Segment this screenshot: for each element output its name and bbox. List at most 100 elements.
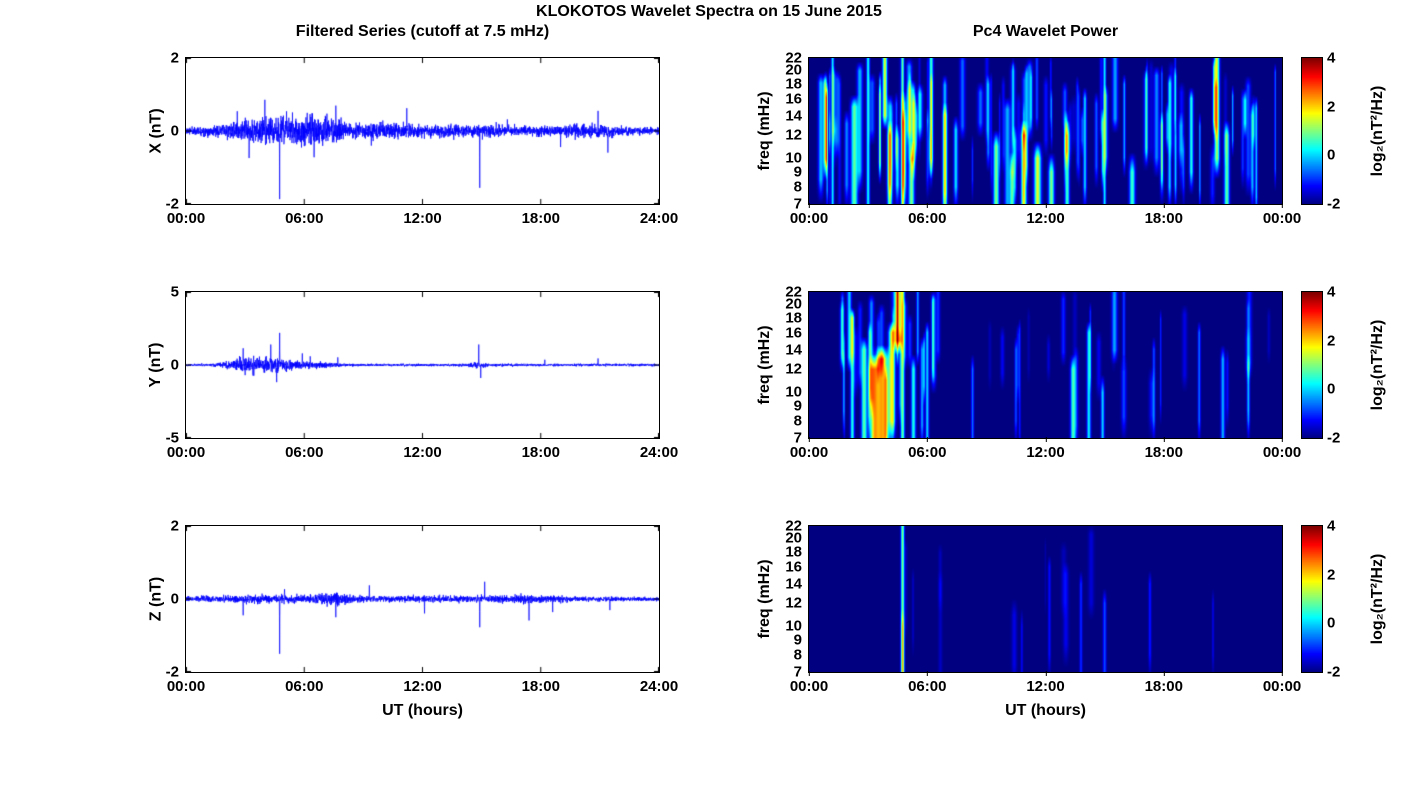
time-tick-label: 12:00 bbox=[1026, 671, 1065, 695]
y-tick-label: 0 bbox=[170, 122, 179, 140]
freq-tick-label: 12 bbox=[785, 594, 802, 612]
time-tick-label: 24:00 bbox=[639, 444, 679, 461]
time-tick-label: 06:00 bbox=[908, 671, 947, 695]
spectrogram-panel-y: freq (mHz) 22 20 18 16 14 12 10 9 8 7 00:00 06:00 1… bbox=[756, 284, 1301, 462]
freq-tick-label: 10 bbox=[785, 149, 802, 167]
colorbar-tick-label: 4 bbox=[1327, 49, 1336, 67]
time-tick-label: 06:00 bbox=[908, 437, 947, 461]
series-z-canvas bbox=[186, 526, 659, 672]
spectrogram-x-canvas bbox=[809, 58, 1282, 204]
colorbar-tick-label: -2 bbox=[1327, 195, 1341, 213]
freq-tick-label: 8 bbox=[793, 646, 802, 664]
colorbar-gradient bbox=[1302, 292, 1322, 438]
y-tick-label: -5 bbox=[165, 429, 179, 447]
y-tick-label: -2 bbox=[165, 663, 179, 681]
time-tick-label: 18:00 bbox=[521, 444, 560, 461]
freq-tick-label: 10 bbox=[785, 383, 802, 401]
x-axis-label-right: UT (hours) bbox=[1005, 702, 1086, 719]
freq-tick-labels: 22 20 18 16 14 12 10 9 8 7 bbox=[756, 50, 802, 213]
freq-tick-label: 7 bbox=[793, 429, 802, 447]
freq-tick-label: 14 bbox=[785, 575, 802, 593]
time-tick-label: 18:00 bbox=[521, 678, 560, 695]
x-tick-labels: 00:00 06:00 12:00 18:00 00:00 bbox=[790, 203, 1301, 230]
figure-title: KLOKOTOS Wavelet Spectra on 15 June 2015 bbox=[536, 3, 882, 20]
colorbar-tick-label: 2 bbox=[1327, 566, 1336, 584]
freq-tick-label: 20 bbox=[785, 295, 802, 313]
series-panel-y: Y (nT) 5 0 -5 00:00 06:00 12:00 18:00 24:00 bbox=[147, 284, 678, 462]
freq-tick-label: 18 bbox=[785, 543, 802, 561]
time-tick-label: 00:00 bbox=[789, 437, 829, 461]
y-tick-labels: 2 0 -2 bbox=[133, 50, 179, 213]
series-panel-x: X (nT) 2 0 -2 00:00 06:00 12:00 18:00 24:00 bbox=[147, 50, 678, 228]
colorbar-tick-labels: 4 2 0 -2 bbox=[1327, 284, 1359, 447]
spectrogram-panel-x: freq (mHz) 22 20 18 16 14 12 10 9 8 7 00:00 06:00 1… bbox=[756, 50, 1301, 228]
freq-tick-label: 16 bbox=[785, 558, 802, 576]
freq-tick-label: 14 bbox=[785, 107, 802, 125]
x-tick-labels: 00:00 06:00 12:00 18:00 24:00 bbox=[167, 204, 678, 230]
y-tick-label: -2 bbox=[165, 195, 179, 213]
freq-tick-label: 18 bbox=[785, 309, 802, 327]
freq-tick-label: 8 bbox=[793, 178, 802, 196]
time-tick-label: 12:00 bbox=[1026, 203, 1065, 227]
colorbar-tick-label: 2 bbox=[1327, 332, 1336, 350]
time-tick-label: 06:00 bbox=[285, 210, 324, 227]
y-tick-label: 5 bbox=[170, 283, 179, 301]
time-tick-label: 18:00 bbox=[521, 210, 560, 227]
freq-tick-labels: 22 20 18 16 14 12 10 9 8 7 bbox=[756, 518, 802, 681]
colorbar-label: log₂(nT²/Hz) bbox=[1369, 319, 1386, 411]
colorbar-gradient bbox=[1302, 526, 1322, 672]
x-axis-label-left: UT (hours) bbox=[382, 702, 463, 719]
time-tick-label: 00:00 bbox=[166, 678, 206, 695]
time-tick-label: 06:00 bbox=[285, 678, 324, 695]
series-panel-z: Z (nT) 2 0 -2 00:00 06:00 12:00 18:00 24:00 bbox=[147, 518, 678, 696]
time-tick-label: 12:00 bbox=[403, 678, 442, 695]
y-tick-labels: 5 0 -5 bbox=[133, 284, 179, 447]
series-x-canvas bbox=[186, 58, 659, 204]
freq-tick-label: 20 bbox=[785, 529, 802, 547]
time-tick-label: 00:00 bbox=[166, 210, 206, 227]
freq-tick-label: 16 bbox=[785, 90, 802, 108]
x-tick-labels: 00:00 06:00 12:00 18:00 24:00 bbox=[167, 672, 678, 698]
series-y-canvas bbox=[186, 292, 659, 438]
time-tick-label: 06:00 bbox=[285, 444, 324, 461]
colorbar-tick-label: -2 bbox=[1327, 663, 1341, 681]
colorbar-tick-label: -2 bbox=[1327, 429, 1341, 447]
time-tick-label: 24:00 bbox=[639, 210, 679, 227]
y-tick-label: 2 bbox=[170, 49, 179, 67]
freq-tick-label: 12 bbox=[785, 360, 802, 378]
colorbar-tick-labels: 4 2 0 -2 bbox=[1327, 518, 1359, 681]
left-column-title: Filtered Series (cutoff at 7.5 mHz) bbox=[295, 23, 550, 40]
time-tick-label: 00:00 bbox=[166, 444, 206, 461]
time-tick-label: 18:00 bbox=[1144, 671, 1183, 695]
freq-tick-label: 20 bbox=[785, 61, 802, 79]
freq-tick-label: 7 bbox=[793, 195, 802, 213]
freq-tick-label: 12 bbox=[785, 126, 802, 144]
time-tick-label: 12:00 bbox=[1026, 437, 1065, 461]
freq-tick-label: 22 bbox=[785, 283, 802, 301]
colorbar: 4 2 0 -2 log₂(nT²/Hz) bbox=[1301, 518, 1386, 681]
colorbar: 4 2 0 -2 log₂(nT²/Hz) bbox=[1301, 50, 1386, 213]
freq-tick-label: 9 bbox=[793, 631, 802, 649]
colorbar-tick-label: 4 bbox=[1327, 517, 1336, 535]
y-tick-labels: 2 0 -2 bbox=[133, 518, 179, 681]
freq-tick-label: 9 bbox=[793, 397, 802, 415]
freq-tick-label: 16 bbox=[785, 324, 802, 342]
time-tick-label: 06:00 bbox=[908, 203, 947, 227]
colorbar-gradient bbox=[1302, 58, 1322, 204]
time-tick-label: 24:00 bbox=[639, 678, 679, 695]
colorbar-label: log₂(nT²/Hz) bbox=[1369, 553, 1386, 645]
colorbar: 4 2 0 -2 log₂(nT²/Hz) bbox=[1301, 284, 1386, 447]
time-tick-label: 00:00 bbox=[789, 203, 829, 227]
colorbar-tick-label: 4 bbox=[1327, 283, 1336, 301]
colorbar-label: log₂(nT²/Hz) bbox=[1369, 85, 1386, 177]
spectrogram-z-canvas bbox=[809, 526, 1282, 672]
y-tick-label: 2 bbox=[170, 517, 179, 535]
freq-tick-labels: 22 20 18 16 14 12 10 9 8 7 bbox=[756, 284, 802, 447]
freq-tick-label: 14 bbox=[785, 341, 802, 359]
time-tick-label: 18:00 bbox=[1144, 203, 1183, 227]
right-column-title: Pc4 Wavelet Power bbox=[972, 23, 1119, 40]
freq-tick-label: 7 bbox=[793, 663, 802, 681]
x-tick-labels: 00:00 06:00 12:00 18:00 00:00 bbox=[790, 437, 1301, 464]
time-tick-label: 12:00 bbox=[403, 210, 442, 227]
spectrogram-panel-z: freq (mHz) 22 20 18 16 14 12 10 9 8 7 00:00 06:00 1… bbox=[756, 518, 1301, 696]
